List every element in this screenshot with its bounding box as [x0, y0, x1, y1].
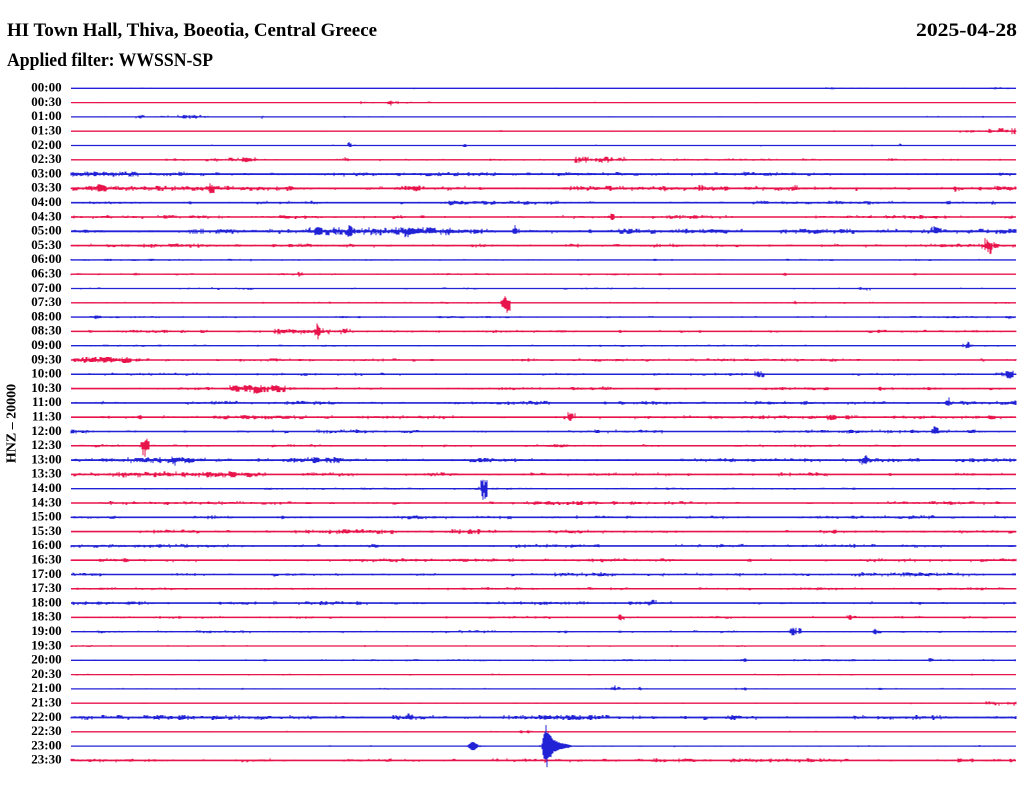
svg-text:05:30: 05:30: [31, 237, 61, 252]
svg-text:06:30: 06:30: [31, 266, 61, 281]
svg-text:07:00: 07:00: [31, 280, 61, 295]
svg-text:14:00: 14:00: [31, 480, 61, 495]
svg-text:08:00: 08:00: [31, 308, 61, 323]
svg-text:19:30: 19:30: [31, 637, 61, 652]
svg-text:01:30: 01:30: [31, 123, 61, 138]
svg-text:15:00: 15:00: [31, 509, 61, 524]
svg-text:04:30: 04:30: [31, 208, 61, 223]
svg-text:HI Town Hall, Thiva, Boeotia,: HI Town Hall, Thiva, Boeotia, Central Gr…: [7, 21, 377, 41]
svg-text:03:00: 03:00: [31, 165, 61, 180]
svg-text:09:00: 09:00: [31, 337, 61, 352]
svg-text:05:00: 05:00: [31, 223, 61, 238]
svg-text:22:00: 22:00: [31, 709, 61, 724]
svg-text:01:00: 01:00: [31, 108, 61, 123]
svg-text:09:30: 09:30: [31, 351, 61, 366]
svg-text:18:30: 18:30: [31, 609, 61, 624]
svg-text:2025-04-28: 2025-04-28: [916, 21, 1017, 41]
svg-text:14:30: 14:30: [31, 494, 61, 509]
svg-text:18:00: 18:00: [31, 594, 61, 609]
svg-text:21:00: 21:00: [31, 680, 61, 695]
svg-text:12:30: 12:30: [31, 437, 61, 452]
svg-text:11:30: 11:30: [32, 409, 62, 424]
svg-text:02:00: 02:00: [31, 137, 61, 152]
svg-text:16:30: 16:30: [31, 552, 61, 567]
svg-text:00:30: 00:30: [31, 94, 61, 109]
svg-text:10:30: 10:30: [31, 380, 61, 395]
svg-text:04:00: 04:00: [31, 194, 61, 209]
svg-text:15:30: 15:30: [31, 523, 61, 538]
svg-text:03:30: 03:30: [31, 180, 61, 195]
svg-text:07:30: 07:30: [31, 294, 61, 309]
svg-text:23:00: 23:00: [31, 737, 61, 752]
svg-text:HNZ – 20000: HNZ – 20000: [5, 384, 20, 463]
svg-text:17:30: 17:30: [31, 580, 61, 595]
svg-text:21:30: 21:30: [31, 695, 61, 710]
svg-text:20:30: 20:30: [31, 666, 61, 681]
svg-text:Applied filter: WWSSN-SP: Applied filter: WWSSN-SP: [7, 51, 213, 71]
svg-text:06:00: 06:00: [31, 251, 61, 266]
svg-text:22:30: 22:30: [31, 723, 61, 738]
svg-text:17:00: 17:00: [31, 566, 61, 581]
svg-text:13:00: 13:00: [31, 451, 61, 466]
svg-text:13:30: 13:30: [31, 466, 61, 481]
svg-text:20:00: 20:00: [31, 652, 61, 667]
svg-text:19:00: 19:00: [31, 623, 61, 638]
svg-text:16:00: 16:00: [31, 537, 61, 552]
svg-text:23:30: 23:30: [31, 752, 61, 767]
svg-text:12:00: 12:00: [31, 423, 61, 438]
svg-text:08:30: 08:30: [31, 323, 61, 338]
svg-text:10:00: 10:00: [31, 366, 61, 381]
svg-text:11:00: 11:00: [32, 394, 62, 409]
svg-text:00:00: 00:00: [31, 80, 61, 95]
svg-text:02:30: 02:30: [31, 151, 61, 166]
